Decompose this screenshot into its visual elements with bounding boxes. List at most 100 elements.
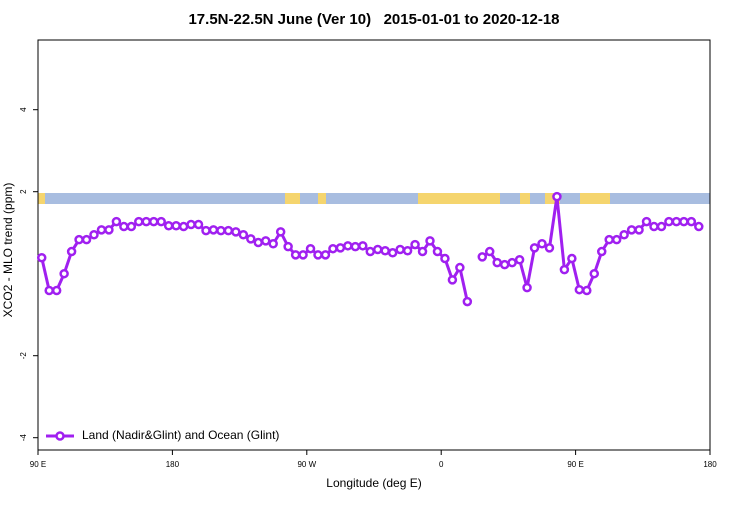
- data-point: [694, 221, 704, 232]
- data-point: [178, 221, 189, 232]
- data-point: [290, 250, 301, 260]
- data-point: [514, 255, 525, 265]
- data-point: [365, 246, 376, 257]
- data-point: [275, 227, 286, 237]
- land-strip: [545, 193, 560, 204]
- x-tick-label: 90 E: [30, 460, 46, 469]
- land-strip: [38, 193, 45, 204]
- data-point: [283, 241, 293, 252]
- x-axis-label: Longitude (deg E): [326, 476, 421, 490]
- data-point: [216, 225, 226, 236]
- data-point: [387, 248, 398, 258]
- data-point: [193, 219, 204, 230]
- data-point: [402, 245, 413, 256]
- data-point: [246, 234, 256, 244]
- x-tick-label: 0: [439, 460, 444, 469]
- data-point: [305, 243, 316, 254]
- y-tick-label: 2: [19, 189, 28, 194]
- data-point: [440, 253, 450, 264]
- data-point: [567, 253, 577, 264]
- data-point: [96, 225, 107, 235]
- plot-frame: [37, 39, 711, 451]
- x-tick-label: 180: [703, 460, 717, 469]
- data-point: [619, 230, 629, 240]
- data-point: [238, 230, 249, 240]
- data-point: [141, 216, 152, 227]
- data-point: [484, 246, 495, 257]
- data-point: [596, 246, 607, 257]
- data-point: [447, 275, 458, 285]
- data-point: [268, 239, 278, 249]
- data-point: [671, 216, 682, 227]
- data-point: [664, 216, 674, 227]
- data-point: [36, 252, 47, 263]
- data-point: [66, 246, 77, 257]
- data-point: [134, 216, 144, 227]
- data-point: [611, 234, 622, 245]
- data-point: [253, 237, 264, 248]
- data-point: [574, 284, 585, 295]
- data-point: [649, 221, 659, 232]
- data-point: [208, 225, 219, 235]
- ocean-strip: [38, 193, 710, 204]
- data-point: [522, 282, 532, 293]
- data-point: [186, 219, 196, 230]
- data-point: [335, 243, 346, 253]
- data-point: [44, 285, 54, 296]
- x-tick-label: 90 W: [297, 460, 316, 469]
- data-point: [417, 246, 428, 257]
- data-point: [552, 191, 562, 202]
- land-strip: [580, 193, 610, 204]
- data-point: [589, 268, 600, 279]
- data-point: [59, 268, 69, 279]
- data-point: [313, 250, 323, 260]
- data-point: [156, 216, 166, 227]
- data-point: [89, 230, 99, 240]
- legend-marker: [55, 431, 65, 441]
- data-point: [111, 216, 122, 227]
- data-point: [425, 236, 435, 246]
- y-tick-label: 4: [19, 107, 28, 112]
- legend-label: Land (Nadir&Glint) and Ocean (Glint): [82, 428, 279, 442]
- data-point: [119, 221, 129, 232]
- data-point: [641, 216, 652, 227]
- y-axis-label: XCO2 - MLO trend (ppm): [1, 183, 15, 318]
- data-point: [380, 245, 390, 256]
- data-point: [626, 225, 637, 235]
- data-point: [529, 243, 540, 253]
- data-point: [350, 241, 361, 252]
- data-point: [148, 216, 159, 227]
- data-point: [395, 244, 405, 255]
- data-point: [260, 236, 271, 246]
- data-point: [231, 227, 241, 237]
- data-point: [432, 246, 443, 257]
- data-point: [320, 250, 331, 260]
- data-point: [201, 225, 211, 236]
- data-point: [372, 244, 383, 255]
- land-strip: [285, 193, 300, 204]
- y-tick-label: -4: [19, 434, 28, 442]
- data-point: [410, 239, 420, 250]
- data-point: [223, 225, 234, 236]
- data-point: [104, 225, 114, 235]
- data-point: [298, 250, 308, 260]
- data-point: [51, 285, 62, 296]
- data-point: [477, 252, 488, 262]
- data-point: [328, 243, 338, 254]
- data-point: [507, 257, 517, 268]
- data-point: [126, 221, 137, 232]
- data-point: [455, 262, 465, 273]
- x-tick-label: 180: [166, 460, 180, 469]
- land-strip: [418, 193, 500, 204]
- land-strip: [318, 193, 326, 204]
- data-point: [679, 216, 689, 227]
- data-point: [544, 243, 555, 253]
- data-point: [492, 257, 502, 268]
- data-point: [358, 241, 368, 251]
- data-point: [604, 234, 614, 245]
- data-point: [686, 216, 697, 227]
- data-point: [634, 225, 644, 235]
- data-point: [343, 241, 353, 251]
